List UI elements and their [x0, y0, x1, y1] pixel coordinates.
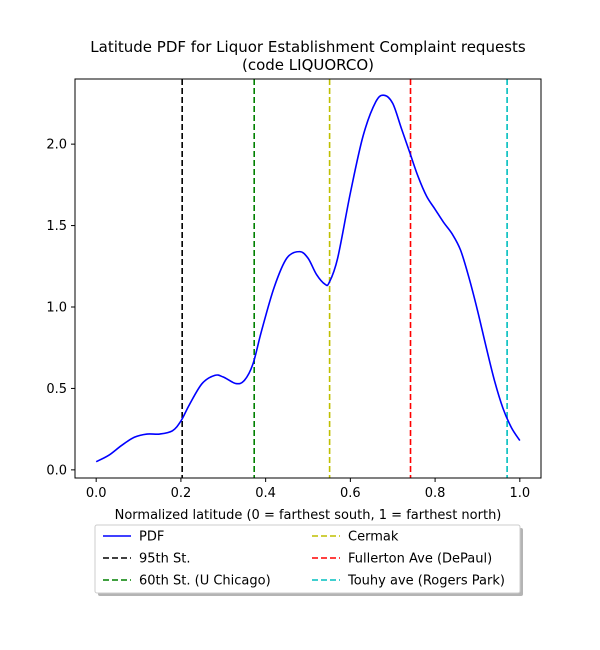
x-axis-label: Normalized latitude (0 = farthest south,…: [115, 508, 502, 523]
y-tick-label: 2.0: [46, 138, 67, 153]
legend-label-3: 60th St. (U Chicago): [139, 574, 271, 589]
y-tick-label: 0.5: [46, 382, 67, 397]
y-axis-ticks: 0.0 0.5 1.0 1.5 2.0: [46, 138, 75, 478]
pdf-curve: [95, 94, 521, 463]
x-tick-label: 0.8: [425, 486, 446, 501]
x-axis-ticks: 0.0 0.2 0.4 0.6 0.8 1.0: [86, 478, 530, 501]
legend-label-4: Cermak: [348, 530, 399, 545]
y-tick-label: 0.0: [46, 463, 67, 478]
legend: PDF 95th St. 60th St. (U Chicago) Cermak Ful…: [94, 524, 523, 596]
x-tick-label: 0.4: [255, 486, 276, 501]
legend-label-1: PDF: [139, 530, 164, 545]
x-tick-label: 0.2: [171, 486, 192, 501]
legend-label-5: Fullerton Ave (DePaul): [348, 552, 492, 567]
plot-frame: [74, 78, 542, 479]
x-tick-label: 0.0: [86, 486, 107, 501]
x-tick-label: 0.6: [340, 486, 361, 501]
pdf-curve-group: [95, 94, 521, 463]
reference-lines: [181, 79, 508, 478]
y-tick-label: 1.5: [46, 219, 67, 234]
legend-label-6: Touhy ave (Rogers Park): [347, 574, 505, 589]
legend-label-2: 95th St.: [139, 552, 191, 567]
y-tick-label: 1.0: [46, 301, 67, 316]
chart-title: Latitude PDF for Liquor Establishment Co…: [90, 38, 526, 56]
legend-box: [94, 524, 521, 594]
x-tick-label: 1.0: [509, 486, 530, 501]
chart-subtitle: (code LIQUORCO): [242, 56, 374, 74]
